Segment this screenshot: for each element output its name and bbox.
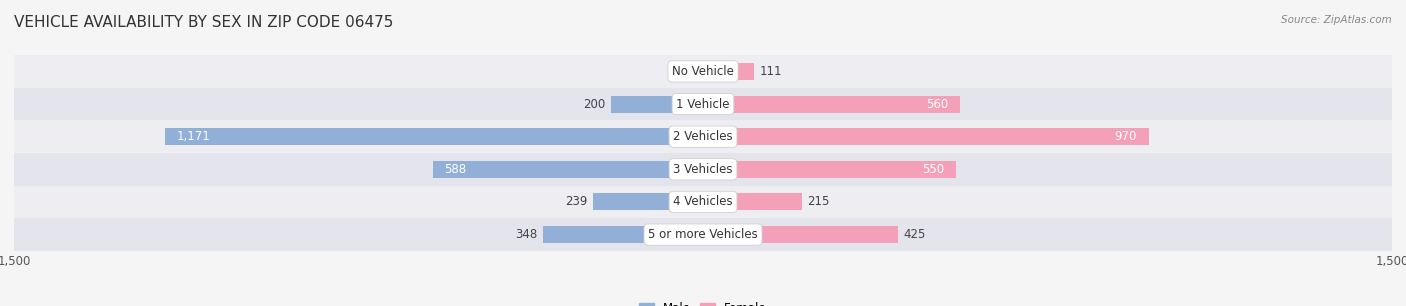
Text: 215: 215 [807, 196, 830, 208]
Bar [14, 88, 1392, 120]
Bar [165, 128, 703, 145]
Bar [703, 226, 898, 243]
Bar [703, 161, 956, 178]
Bar [14, 153, 1392, 186]
Text: Source: ZipAtlas.com: Source: ZipAtlas.com [1281, 15, 1392, 25]
Bar [543, 226, 703, 243]
Text: 200: 200 [583, 98, 606, 110]
Bar [703, 128, 1149, 145]
Text: 111: 111 [759, 65, 782, 78]
Text: VEHICLE AVAILABILITY BY SEX IN ZIP CODE 06475: VEHICLE AVAILABILITY BY SEX IN ZIP CODE … [14, 15, 394, 30]
Text: 550: 550 [922, 163, 945, 176]
Text: 348: 348 [516, 228, 537, 241]
Bar [593, 193, 703, 211]
Bar [14, 120, 1392, 153]
Text: 425: 425 [904, 228, 927, 241]
Text: 239: 239 [565, 196, 588, 208]
Bar [703, 63, 754, 80]
Bar [433, 161, 703, 178]
Text: No Vehicle: No Vehicle [672, 65, 734, 78]
Legend: Male, Female: Male, Female [634, 297, 772, 306]
Text: 1 Vehicle: 1 Vehicle [676, 98, 730, 110]
Bar [703, 193, 801, 211]
Bar [14, 218, 1392, 251]
Text: 4 Vehicles: 4 Vehicles [673, 196, 733, 208]
Text: 2 Vehicles: 2 Vehicles [673, 130, 733, 143]
Text: 1,171: 1,171 [177, 130, 211, 143]
Text: 560: 560 [927, 98, 949, 110]
Bar [14, 186, 1392, 218]
Text: 3 Vehicles: 3 Vehicles [673, 163, 733, 176]
Bar [612, 95, 703, 113]
Bar [697, 63, 703, 80]
Text: 5 or more Vehicles: 5 or more Vehicles [648, 228, 758, 241]
Text: 588: 588 [444, 163, 467, 176]
Text: 970: 970 [1115, 130, 1137, 143]
Text: 13: 13 [676, 65, 692, 78]
Bar [703, 95, 960, 113]
Bar [14, 55, 1392, 88]
